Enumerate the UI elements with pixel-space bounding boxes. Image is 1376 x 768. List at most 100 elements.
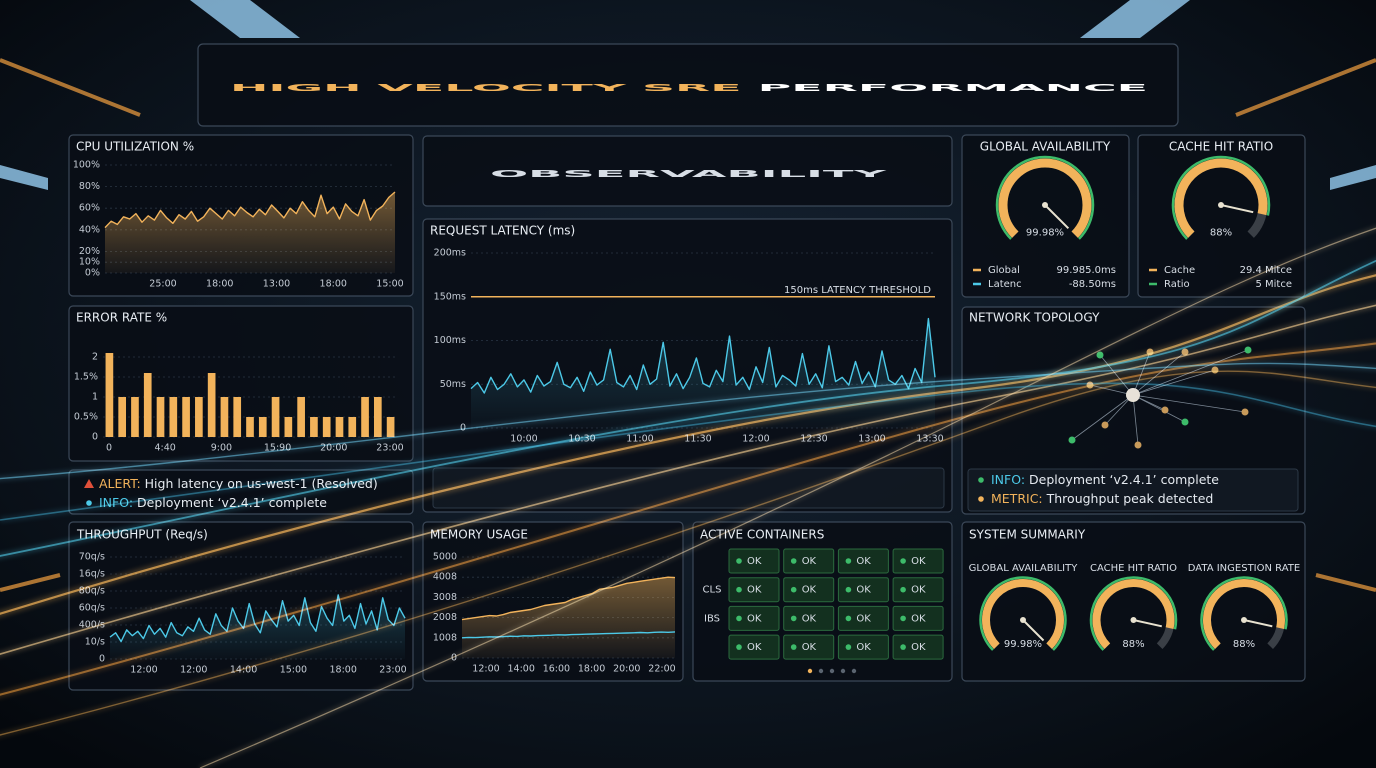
topology-node	[1181, 418, 1189, 426]
panel-title: THROUGHPUT (Req/s)	[76, 528, 208, 542]
gauge-hub	[1241, 617, 1247, 623]
log-entry: ALERT: High latency on us-west-1 (Resolv…	[99, 476, 378, 491]
x-tick-label: 12:00	[742, 434, 769, 445]
topology-hub	[1126, 388, 1140, 402]
row-label: IBS	[704, 613, 720, 624]
bar	[131, 397, 139, 437]
bar	[118, 397, 127, 437]
panel-title: ACTIVE CONTAINERS	[700, 528, 824, 542]
panel-title: NETWORK TOPOLOGY	[969, 311, 1100, 325]
pager-dot	[840, 668, 846, 674]
light	[190, 0, 300, 38]
bar	[220, 397, 229, 437]
topology-node	[1244, 346, 1252, 354]
pager-dot	[807, 668, 813, 674]
light	[1080, 0, 1190, 38]
panel-title: GLOBAL AVAILABILITY	[980, 140, 1111, 154]
gauge-edge	[1171, 155, 1271, 240]
gauge-edge	[995, 155, 1095, 240]
bar	[348, 417, 357, 437]
y-tick-label: 4008	[433, 572, 457, 583]
y-tick-label: 80q/s	[79, 586, 105, 597]
status-dot	[790, 558, 797, 564]
topology-node	[1146, 348, 1154, 356]
y-tick-label: 70q/s	[79, 552, 105, 563]
topology-node	[1211, 366, 1219, 374]
legend-value: 29.4 Mitce	[1240, 265, 1292, 276]
container-status: OK	[747, 642, 762, 653]
status-dot	[736, 644, 742, 650]
pager-dot	[829, 668, 835, 674]
y-tick-label: 0	[460, 423, 466, 434]
x-tick-label: 0	[106, 443, 112, 454]
gauge-hub	[1130, 617, 1137, 623]
y-tick-label: 150ms	[434, 291, 466, 302]
y-tick-label: 200ms	[434, 248, 466, 259]
light	[0, 165, 48, 190]
topology-node	[1096, 351, 1104, 359]
log-box	[432, 467, 945, 509]
y-tick-label: 10%	[79, 257, 100, 268]
x-tick-label: 18:00	[206, 279, 233, 290]
gauge-value-label: 88%	[1233, 639, 1255, 650]
y-tick-label: 2008	[433, 612, 457, 623]
container-status: OK	[747, 556, 762, 567]
gauge-title: DATA INGESTION RATE	[1188, 563, 1300, 574]
bar	[143, 373, 152, 437]
x-tick-label: 23:00	[376, 443, 403, 454]
log-level: ALERT:	[99, 476, 141, 491]
topology-node	[1086, 381, 1094, 389]
x-tick-label: 12:00	[180, 665, 207, 676]
bar	[105, 353, 114, 437]
status-dot	[790, 644, 797, 650]
topology-node	[1134, 441, 1142, 449]
container-status: OK	[802, 585, 817, 596]
bar	[271, 397, 280, 437]
bar	[207, 373, 216, 437]
status-dot	[845, 615, 852, 622]
x-tick-label: 10:30	[568, 434, 595, 445]
panel-title: SYSTEM SUMMARIY	[969, 528, 1086, 542]
x-tick-label: 16:00	[543, 664, 570, 675]
y-tick-label: 1008	[433, 632, 457, 643]
bar	[310, 417, 318, 437]
pager-dot	[818, 668, 824, 674]
log-entry: INFO: Deployment ‘v2.4.1’ complete	[99, 495, 327, 510]
gauge-title: GLOBAL AVAILABILITY	[969, 563, 1079, 574]
bar	[322, 417, 331, 437]
container-status: OK	[911, 642, 926, 653]
legend-value: -88.50ms	[1069, 279, 1116, 290]
y-tick-label: 1.5%	[74, 372, 98, 383]
x-tick-label: 12:00	[472, 664, 499, 675]
status-dot	[736, 586, 742, 593]
y-tick-label: 0%	[85, 268, 100, 279]
container-status: OK	[802, 556, 817, 567]
log-dot	[86, 500, 92, 506]
gauge-needle	[1044, 204, 1070, 230]
status-dot	[790, 586, 797, 593]
x-tick-label: 22:00	[648, 664, 675, 675]
y-tick-label: 16q/s	[79, 569, 105, 580]
topology-node	[1068, 436, 1076, 444]
x-tick-label: 14:00	[230, 665, 257, 676]
bar	[169, 397, 178, 437]
y-tick-label: 400/s	[79, 620, 105, 631]
y-tick-label: 100ms	[434, 335, 466, 346]
log-text: Deployment ‘v2.4.1’ complete	[1029, 472, 1219, 487]
y-tick-label: 5000	[433, 552, 457, 563]
log-dot	[978, 496, 984, 502]
page-title: HIGH VELOCITY SRE PERFORMANCE	[230, 83, 1149, 94]
title-rest: PERFORMANCE	[758, 83, 1149, 94]
bar	[246, 417, 254, 437]
log-text: Throughput peak detected	[1046, 491, 1214, 506]
x-tick-label: 20:00	[613, 664, 640, 675]
legend-name: Global	[988, 265, 1020, 276]
y-tick-label: 0	[99, 654, 105, 665]
line	[104, 191, 396, 229]
container-status: OK	[911, 613, 926, 624]
log-level: METRIC:	[991, 491, 1043, 506]
bar	[284, 417, 293, 437]
x-tick-label: 12:30	[800, 434, 827, 445]
gauge-value	[1174, 158, 1268, 238]
